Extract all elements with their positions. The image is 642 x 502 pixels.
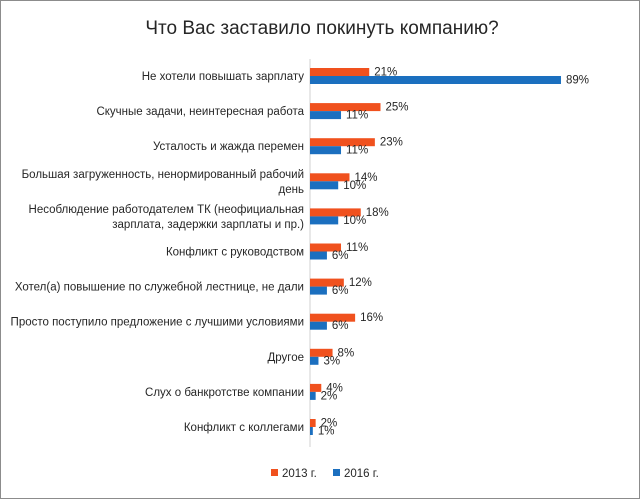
data-label: 16% <box>360 312 383 324</box>
bar-2013 <box>310 278 344 287</box>
legend-label: 2013 г. <box>282 468 317 480</box>
legend-swatch <box>333 469 340 476</box>
data-label: 89% <box>566 75 589 87</box>
category-label: Не хотели повышать зарплату <box>142 71 305 83</box>
bar-2013 <box>310 208 361 217</box>
data-label: 11% <box>346 145 368 157</box>
bar-2013 <box>310 103 381 112</box>
data-label: 11% <box>346 242 368 254</box>
bar-2016 <box>310 111 342 120</box>
category-label-line: Не хотели повышать зарплату <box>142 71 305 83</box>
data-label: 6% <box>332 285 349 297</box>
category-label: Большая загруженность, ненормированный р… <box>22 169 304 196</box>
data-label: 2% <box>321 418 338 430</box>
category-label: Конфликт с руководством <box>166 247 304 259</box>
category-label-line: Усталость и жажда перемен <box>153 141 304 153</box>
bar-2016 <box>310 356 319 365</box>
category-label: Скучные задачи, неинтересная работа <box>96 106 304 118</box>
data-label: 3% <box>323 355 340 367</box>
data-label: 18% <box>366 207 389 219</box>
data-label: 23% <box>380 137 403 149</box>
data-label: 10% <box>343 180 366 192</box>
bar-2016 <box>310 216 339 225</box>
bar-2013 <box>310 348 333 357</box>
category-label: Слух о банкротстве компании <box>145 387 304 399</box>
data-label: 12% <box>349 277 372 289</box>
bar-2016 <box>310 181 339 190</box>
bar-2013 <box>310 173 350 182</box>
category-label-line: Слух о банкротстве компании <box>145 387 304 399</box>
category-label-line: день <box>279 184 304 196</box>
category-label-line: Просто поступило предложение с лучшими у… <box>11 317 304 329</box>
data-label: 14% <box>354 172 377 184</box>
bar-2016 <box>310 286 327 295</box>
data-label: 10% <box>343 215 366 227</box>
data-label: 21% <box>374 67 397 79</box>
legend-swatch <box>271 469 278 476</box>
category-label-line: Несоблюдение работодателем ТК (неофициал… <box>29 204 304 216</box>
legend-label: 2016 г. <box>344 468 379 480</box>
category-label-line: Большая загруженность, ненормированный р… <box>22 169 304 181</box>
category-label: Другое <box>267 352 304 364</box>
data-label: 11% <box>346 110 368 122</box>
bar-2013 <box>310 419 316 427</box>
category-label: Несоблюдение работодателем ТК (неофициал… <box>29 204 305 231</box>
bar-2016 <box>310 391 316 400</box>
category-label: Усталость и жажда перемен <box>153 141 304 153</box>
data-label: 1% <box>318 426 335 438</box>
data-label: 8% <box>338 347 355 359</box>
category-label-line: Скучные задачи, неинтересная работа <box>96 106 304 118</box>
data-label: 6% <box>332 320 349 332</box>
category-label-line: Хотел(а) повышение по служебной лестнице… <box>15 282 304 294</box>
bar-2016 <box>310 146 342 155</box>
category-label-line: Конфликт с руководством <box>166 247 304 259</box>
chart-title: Что Вас заставило покинуть компанию? <box>145 18 498 39</box>
category-label: Хотел(а) повышение по служебной лестнице… <box>15 282 304 294</box>
bar-2013 <box>310 383 322 392</box>
data-label: 4% <box>326 382 343 394</box>
bar-2016 <box>310 251 327 260</box>
category-label-line: Конфликт с коллегами <box>184 422 304 434</box>
bar-2016 <box>310 321 327 330</box>
legend: 2013 г. 2016 г. <box>271 468 379 480</box>
category-label: Конфликт с коллегами <box>184 422 304 434</box>
bar-2013 <box>310 68 370 76</box>
bar-2013 <box>310 313 356 322</box>
bar-2016 <box>310 76 561 84</box>
data-label: 6% <box>332 250 349 262</box>
bars-layer: Не хотели повышать зарплату 21% 89% Скучные… <box>11 67 589 438</box>
bar-2016 <box>310 427 313 435</box>
category-label-line: Другое <box>267 352 304 364</box>
category-label: Просто поступило предложение с лучшими у… <box>11 317 304 329</box>
data-label: 2% <box>321 390 338 402</box>
category-label-line: зарплата, задержки зарплаты и пр.) <box>112 219 304 231</box>
data-label: 25% <box>386 102 409 114</box>
bar-2013 <box>310 243 342 252</box>
bar-2013 <box>310 138 375 147</box>
